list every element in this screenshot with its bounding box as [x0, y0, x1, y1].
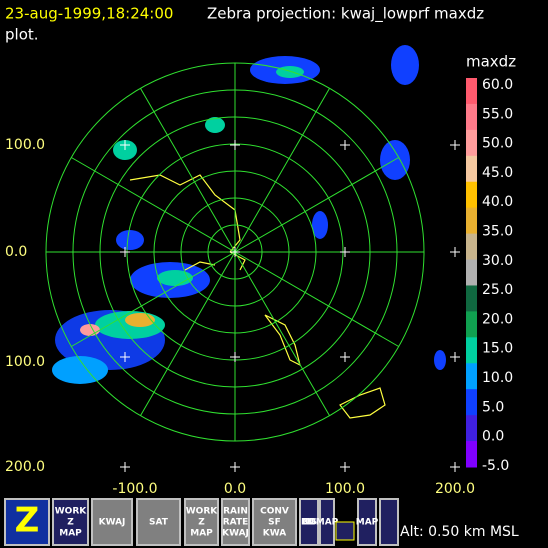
plus-marker [230, 247, 240, 257]
colorbar-label: 35.0 [482, 224, 513, 240]
plus-marker [340, 140, 350, 150]
plus-marker [450, 352, 460, 362]
colorbar-segment [466, 103, 477, 131]
colorbar-label: 55.0 [482, 106, 513, 122]
toolbar-button[interactable] [184, 498, 219, 546]
colorbar-segment [466, 207, 477, 235]
button-label: Z [198, 518, 205, 528]
button-label: RAIN [223, 507, 248, 517]
colorbar-label: 30.0 [482, 253, 513, 269]
toolbar-map-icon[interactable] [379, 498, 399, 546]
toolbar-button[interactable] [91, 498, 133, 546]
altitude: Alt: 0.50 km MSL [400, 524, 519, 540]
plus-marker [340, 462, 350, 472]
plus-marker [450, 140, 460, 150]
x-label: 200.0 [435, 481, 475, 497]
layout [120, 140, 460, 472]
toolbar-button[interactable] [4, 498, 50, 546]
button-label: KWAJ [222, 529, 249, 539]
y-label: 100.0 [5, 354, 45, 370]
colorbar-segment [466, 285, 477, 312]
colorbar-label: 40.0 [482, 194, 513, 210]
button-label: SAT [149, 518, 169, 528]
plus-marker [120, 247, 130, 257]
toolbar-grid-icon [335, 521, 355, 541]
title: Zebra projection: kwaj_lowprf maxdz [207, 5, 484, 24]
button-label: CONV [260, 507, 289, 517]
y-label: 0.0 [5, 244, 27, 260]
plus-marker [120, 352, 130, 362]
toolbar-button[interactable] [221, 498, 250, 546]
colorbar-segment [466, 441, 477, 468]
colorbar-segment [466, 363, 477, 390]
button-label: MAP [190, 529, 213, 539]
x-label: -100.0 [112, 481, 157, 497]
colorbar-segment [466, 78, 477, 105]
button-label: KWA [263, 529, 286, 539]
button-label: MAP [59, 529, 82, 539]
toolbar-button[interactable] [357, 498, 377, 546]
colorbar-segment [466, 389, 477, 416]
colorbar-label: 10.0 [482, 370, 513, 386]
plus-marker [340, 352, 350, 362]
plus-marker [230, 352, 240, 362]
button-label: WORK [55, 507, 88, 517]
plus-marker [450, 247, 460, 257]
button-label: RATE [223, 518, 248, 528]
button-label: MAP [356, 518, 379, 528]
colorbar-segment [466, 415, 477, 442]
time: 23-aug-1999,18:24:00 [5, 5, 173, 23]
x-label: 100.0 [325, 481, 365, 497]
button-label: WORK [186, 507, 219, 517]
plus-marker [450, 462, 460, 472]
button-label: Z [67, 518, 74, 528]
plus-marker [230, 462, 240, 472]
button-label: MAP [316, 518, 339, 528]
colorbar-segment [466, 181, 477, 209]
colorbar-label: 20.0 [482, 311, 513, 327]
colorbar-label: 5.0 [482, 399, 504, 415]
colorbar-segment [466, 259, 477, 286]
colorbar-segment [466, 129, 477, 157]
x-label: 0.0 [224, 481, 246, 497]
colorbar-label: 60.0 [482, 77, 513, 93]
radar-echoes [52, 45, 446, 384]
colorbar-title: maxdz [466, 53, 516, 71]
colorbar-segment [466, 155, 477, 183]
toolbar-button[interactable] [299, 498, 319, 546]
button-label: BOUNDS [301, 518, 317, 528]
colorbar-segment [466, 311, 477, 338]
colorbar-label: 45.0 [482, 165, 513, 181]
plus-marker [230, 140, 240, 150]
title-line2: plot. [5, 26, 39, 44]
plus-marker [120, 462, 130, 472]
toolbar-button[interactable] [136, 498, 181, 546]
y-label: 200.0 [5, 459, 45, 475]
plus-marker [120, 140, 130, 150]
button-label: SF [268, 518, 281, 528]
toolbar-button[interactable] [252, 498, 297, 546]
y-label: 100.0 [5, 137, 45, 153]
colorbar-label: 50.0 [482, 136, 513, 152]
colorbar-label: 0.0 [482, 429, 504, 445]
colorbar-label: 15.0 [482, 341, 513, 357]
colorbar-label: 25.0 [482, 282, 513, 298]
button-label: Z [15, 501, 40, 541]
colorbar-segment [466, 233, 477, 261]
colorbar-label: -5.0 [482, 458, 509, 474]
toolbar-button[interactable] [319, 498, 335, 546]
plus-marker [340, 247, 350, 257]
colorbar-segment [466, 337, 477, 364]
toolbar-button[interactable] [52, 498, 89, 546]
button-label: KWAJ [99, 518, 126, 528]
